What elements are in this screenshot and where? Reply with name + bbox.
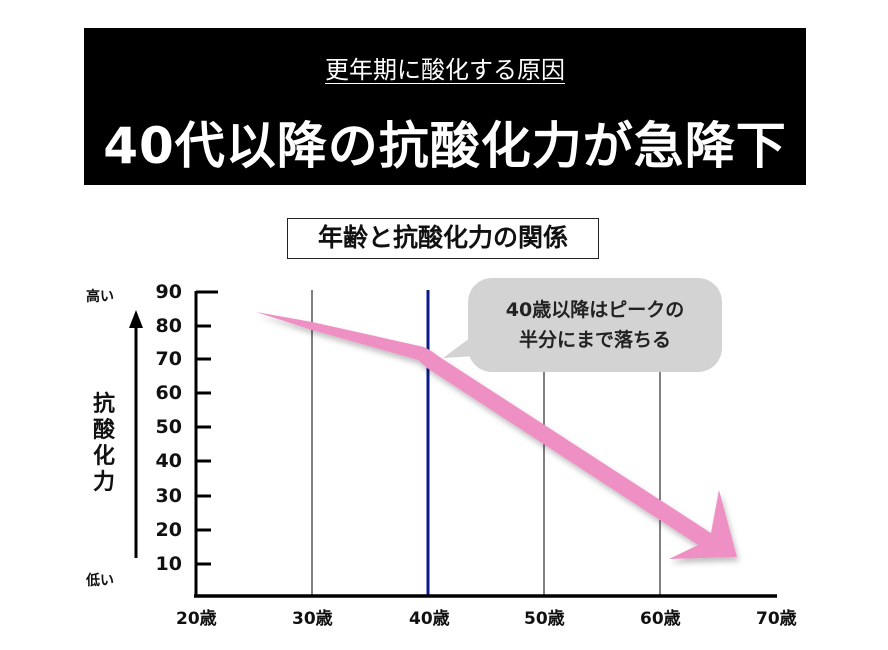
trend-arrow xyxy=(256,312,737,559)
y-tick-label: 50 xyxy=(155,416,182,438)
y-axis-name-char: 抗 xyxy=(92,392,115,417)
chart-title: 年齢と抗酸化力の関係 xyxy=(287,218,599,259)
up-arrow-icon xyxy=(129,310,143,558)
y-tick-label: 90 xyxy=(155,281,182,303)
y-tick-label: 10 xyxy=(155,553,182,575)
callout-bubble: 40歳以降はピークの 半分にまで落ちる xyxy=(468,278,722,372)
y-tick-label: 70 xyxy=(155,348,182,370)
x-tick-label: 20歳 xyxy=(176,609,217,629)
x-tick-label: 40歳 xyxy=(409,609,450,629)
x-tick-label: 70歳 xyxy=(756,609,797,629)
x-tick-label: 60歳 xyxy=(640,609,681,629)
y-axis xyxy=(194,290,218,597)
callout-line-2: 半分にまで落ちる xyxy=(518,329,671,351)
x-tick-label: 50歳 xyxy=(524,609,565,629)
y-high-label: 高い xyxy=(86,289,114,305)
y-axis-name-char: 力 xyxy=(92,470,115,495)
y-low-label: 低い xyxy=(86,573,114,589)
header-title: 40代以降の抗酸化力が急降下 xyxy=(103,117,787,175)
y-tick-label: 80 xyxy=(155,315,182,337)
callout-line-1: 40歳以降はピークの xyxy=(505,299,685,321)
y-axis-name-char: 化 xyxy=(92,444,115,469)
y-tick-label: 60 xyxy=(155,382,182,404)
x-tick-label: 30歳 xyxy=(292,609,333,629)
gridlines xyxy=(311,290,661,596)
y-tick-label: 40 xyxy=(155,450,182,472)
header-banner: 更年期に酸化する原因 40代以降の抗酸化力が急降下 xyxy=(84,28,806,185)
header-subtitle: 更年期に酸化する原因 xyxy=(325,56,565,84)
y-tick-label: 30 xyxy=(155,485,182,507)
y-tick-label: 20 xyxy=(155,519,182,541)
y-axis-name-char: 酸 xyxy=(92,418,115,443)
y-axis-name: 抗 酸 化 力 xyxy=(90,392,118,496)
